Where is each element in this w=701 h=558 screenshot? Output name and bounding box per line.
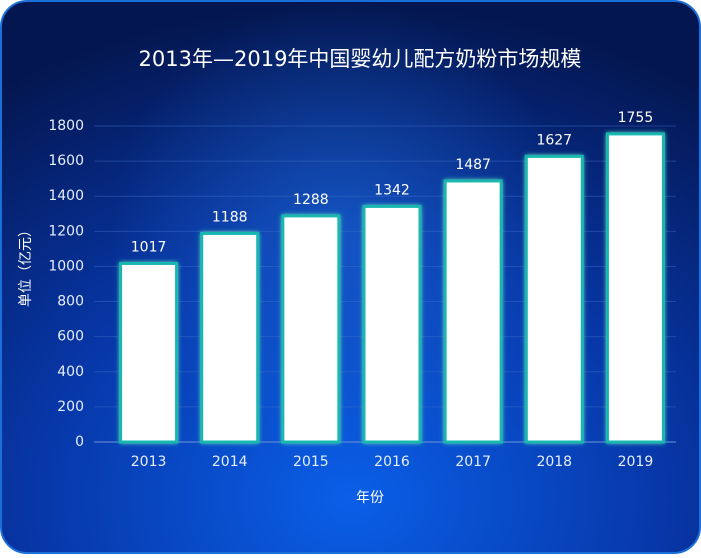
bar (119, 261, 179, 444)
y-tick-label: 1200 (48, 223, 84, 239)
bar (524, 154, 584, 444)
bar (281, 214, 341, 444)
y-tick-label: 400 (57, 364, 84, 380)
x-axis-label: 年份 (356, 490, 384, 506)
value-label: 1342 (374, 182, 410, 198)
y-tick-label: 600 (57, 329, 84, 345)
value-label: 1017 (131, 239, 167, 255)
y-tick-label: 0 (75, 434, 84, 450)
bar (362, 204, 422, 444)
value-label: 1487 (455, 157, 491, 173)
value-label: 1627 (536, 132, 572, 148)
chart-title: 2013年—2019年中国婴幼儿配方奶粉市场规模 (139, 47, 582, 71)
x-tick-label: 2019 (618, 454, 654, 470)
y-tick-label: 1800 (48, 118, 84, 134)
x-tick-label: 2014 (212, 454, 248, 470)
value-label: 1188 (212, 209, 248, 225)
y-axis-label: 单位（亿元） (18, 223, 34, 307)
bar (443, 179, 503, 444)
x-tick-label: 2018 (536, 454, 572, 470)
value-label: 1288 (293, 192, 329, 208)
value-label: 1755 (618, 110, 654, 126)
y-tick-label: 1000 (48, 258, 84, 274)
y-tick-label: 1600 (48, 153, 84, 169)
bar (605, 132, 665, 444)
y-tick-label: 1400 (48, 188, 84, 204)
x-tick-label: 2017 (455, 454, 491, 470)
bar (200, 231, 260, 444)
x-tick-label: 2013 (131, 454, 167, 470)
y-tick-label: 800 (57, 294, 84, 310)
y-tick-label: 200 (57, 399, 84, 415)
x-tick-label: 2016 (374, 454, 410, 470)
x-tick-label: 2015 (293, 454, 329, 470)
